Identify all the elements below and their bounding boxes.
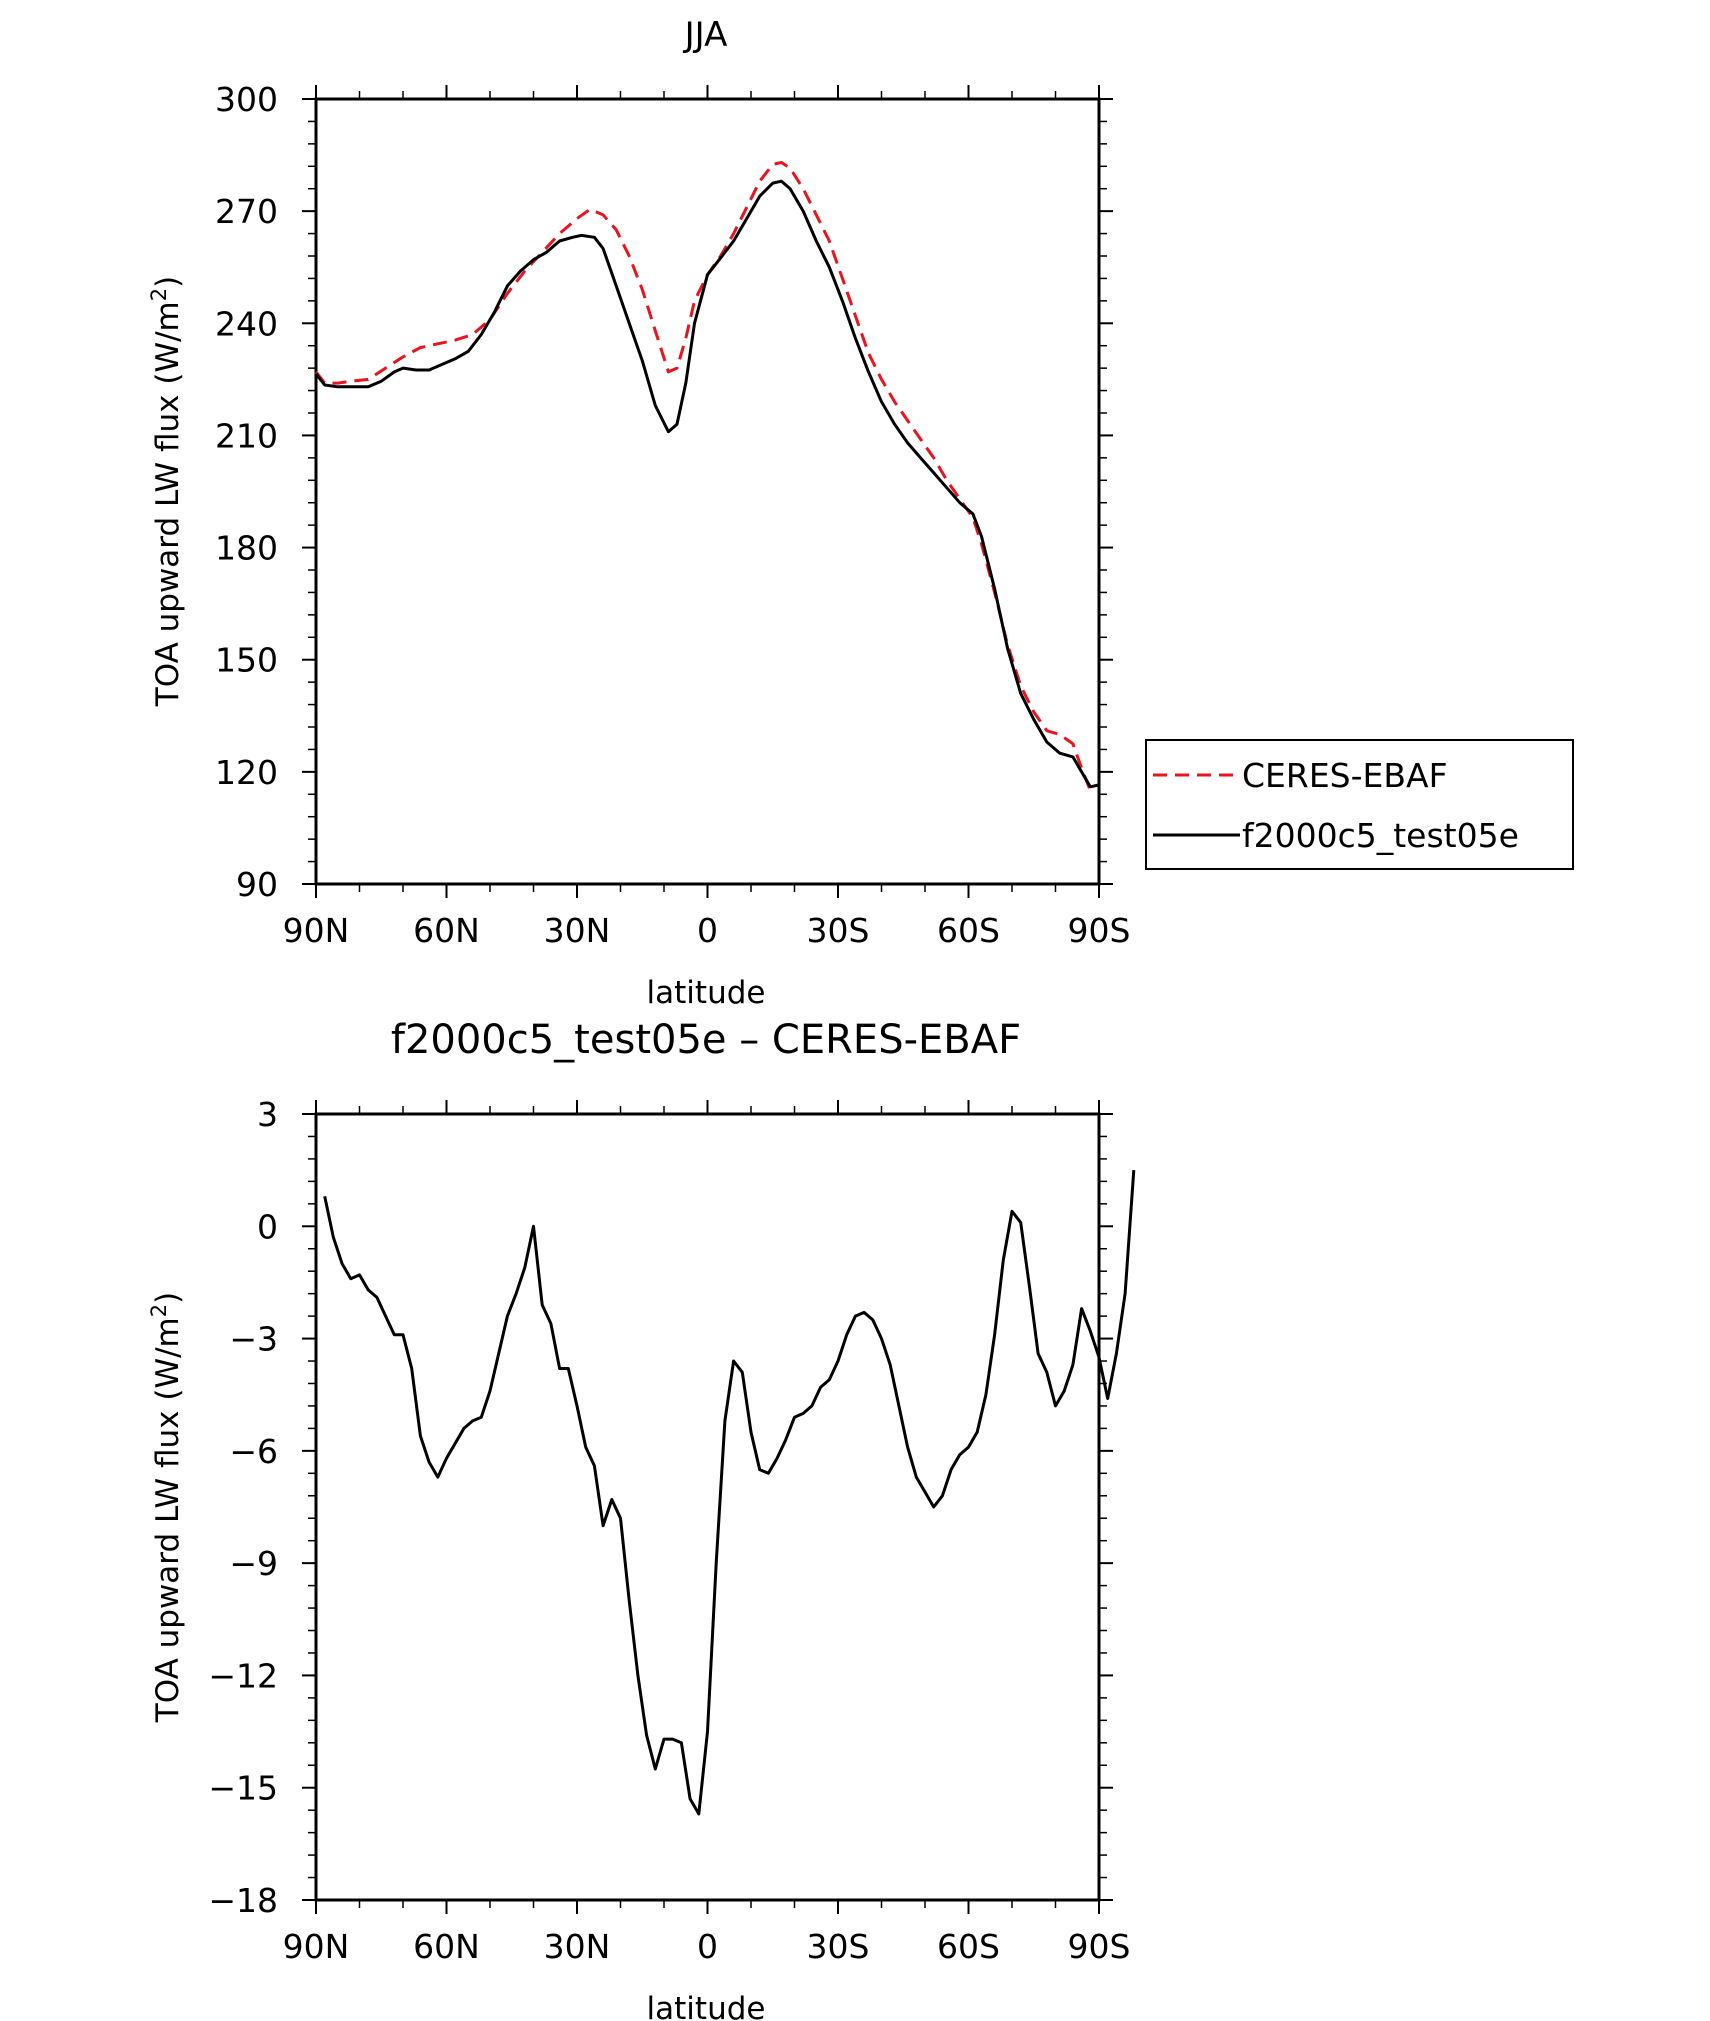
top-y-axis-label: TOA upward LW flux (W/m2): [147, 276, 186, 707]
x-tick-label: 30S: [807, 911, 870, 950]
y-tick-label: 180: [215, 529, 278, 568]
top-panel: JJA 90N 60N 30N 0 30S 60S 90S 90 120 150 180 210 240…: [147, 15, 1574, 1011]
legend-label-model: f2000c5_test05e: [1242, 816, 1519, 855]
y-tick-label: 150: [215, 641, 278, 680]
top-series-lines: [314, 161, 1100, 792]
x-tick-label: 60S: [937, 1927, 1000, 1966]
y-tick-label: 300: [215, 80, 278, 119]
series-line-difference: [323, 1169, 1136, 1816]
x-tick-label: 90S: [1068, 1927, 1131, 1966]
bottom-panel: f2000c5_test05e – CERES-EBAF 90N 60N 30N 0 3…: [147, 1017, 1136, 2021]
y-tick-label: 120: [215, 753, 278, 792]
x-tick-label: 30N: [544, 1927, 611, 1966]
x-tick-label: 90S: [1068, 911, 1131, 950]
top-chart-title: JJA: [683, 15, 728, 55]
y-tick-label: −12: [208, 1656, 278, 1695]
x-tick-label: 90N: [283, 911, 350, 950]
x-tick-label: 0: [697, 911, 718, 950]
bottom-series-lines: [323, 1169, 1136, 1816]
top-plot-frame: [314, 97, 1101, 886]
y-tick-label: −6: [229, 1432, 278, 1471]
y-tick-label: 90: [236, 865, 278, 904]
bottom-y-axis-label: TOA upward LW flux (W/m2): [147, 1292, 186, 1723]
bottom-chart-title: f2000c5_test05e – CERES-EBAF: [391, 1017, 1021, 1063]
y-tick-label: −15: [208, 1769, 278, 1808]
x-tick-label: 0: [697, 1927, 718, 1966]
legend: CERES-EBAF f2000c5_test05e: [1145, 739, 1574, 870]
x-tick-label: 30S: [807, 1927, 870, 1966]
top-x-axis-label: latitude: [647, 975, 766, 1011]
y-tick-label: −18: [208, 1881, 278, 1920]
series-line-f2000c5-test05e: [314, 179, 1100, 789]
x-tick-label: 60N: [413, 1927, 480, 1966]
bottom-tick-labels: 90N 60N 30N 0 30S 60S 90S 3 0 −3 −6 −9 −12 −15 −18: [208, 1095, 1130, 1966]
x-tick-label: 30N: [544, 911, 611, 950]
x-tick-label: 60N: [413, 911, 480, 950]
bottom-plot-frame: [314, 1112, 1101, 1902]
top-tick-labels: 90N 60N 30N 0 30S 60S 90S 90 120 150 180 210 240 270 3…: [215, 80, 1130, 950]
legend-label-ceres: CERES-EBAF: [1242, 756, 1448, 795]
bottom-ticks: [302, 1100, 1113, 1914]
y-tick-label: 240: [215, 304, 278, 343]
y-tick-label: 3: [257, 1095, 278, 1134]
x-tick-label: 60S: [937, 911, 1000, 950]
y-tick-label: 210: [215, 416, 278, 455]
top-ticks: [302, 85, 1113, 898]
bottom-x-axis-label: latitude: [647, 1991, 766, 2021]
y-tick-label: −3: [229, 1320, 278, 1359]
legend-box: [1145, 739, 1574, 870]
series-line-ceres-ebaf: [314, 161, 1092, 792]
y-tick-label: 0: [257, 1207, 278, 1246]
x-tick-label: 90N: [283, 1927, 350, 1966]
y-tick-label: 270: [215, 192, 278, 231]
y-tick-label: −9: [229, 1544, 278, 1583]
